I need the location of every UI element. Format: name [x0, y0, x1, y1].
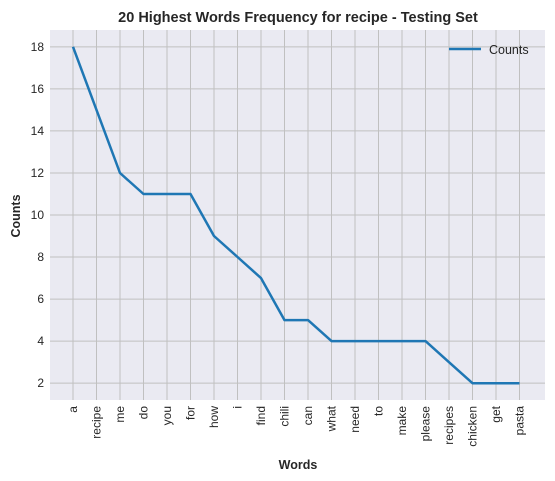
x-tick-label: need — [348, 406, 362, 433]
y-tick-label: 18 — [31, 40, 45, 54]
x-tick-label: make — [395, 406, 409, 436]
x-tick-label: pasta — [513, 406, 527, 436]
y-tick-label: 12 — [31, 166, 45, 180]
x-tick-label: can — [301, 406, 315, 425]
x-tick-label: me — [113, 406, 127, 423]
y-tick-label: 14 — [31, 124, 45, 138]
x-tick-label: recipe — [90, 406, 104, 439]
x-tick-label: get — [489, 405, 503, 422]
y-tick-label: 8 — [37, 250, 44, 264]
y-tick-label: 10 — [31, 208, 45, 222]
y-tick-label: 2 — [37, 376, 44, 390]
x-tick-label: please — [419, 406, 433, 442]
legend-label-counts: Counts — [489, 43, 529, 57]
y-tick-label: 16 — [31, 82, 45, 96]
x-tick-label: you — [160, 406, 174, 425]
x-tick-label: i — [231, 406, 245, 409]
series-line-counts — [71, 46, 520, 385]
x-tick-label: how — [207, 406, 221, 428]
y-tick-label: 6 — [37, 292, 44, 306]
x-tick-label: for — [184, 406, 198, 420]
x-tick-label: to — [372, 406, 386, 416]
chart-title: 20 Highest Words Frequency for recipe - … — [118, 10, 478, 26]
x-axis-label: Words — [279, 458, 318, 472]
y-axis-ticks: 2 4 6 8 10 12 14 16 18 — [31, 40, 45, 390]
y-axis-label: Counts — [9, 194, 23, 237]
y-tick-label: 4 — [37, 334, 44, 348]
x-tick-label: chicken — [466, 406, 480, 447]
x-tick-label: a — [66, 406, 80, 413]
x-axis-ticks: a recipe me do you for how i find chili can what nee… — [66, 405, 527, 446]
x-tick-label: recipes — [442, 406, 456, 445]
x-tick-label: find — [254, 406, 268, 425]
gridlines — [50, 30, 545, 400]
x-tick-label: chili — [278, 406, 292, 427]
x-tick-label: do — [137, 406, 151, 420]
x-tick-label: what — [325, 405, 339, 432]
legend: Counts — [449, 43, 529, 57]
